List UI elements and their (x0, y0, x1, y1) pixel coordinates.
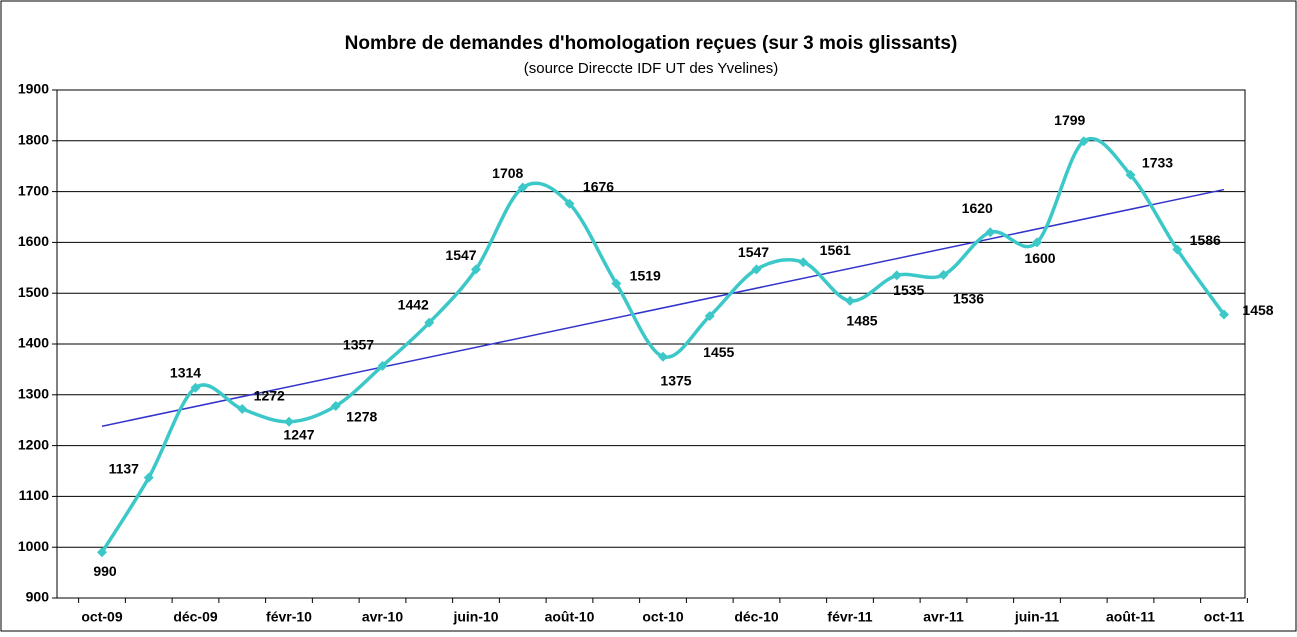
marker (611, 278, 622, 289)
marker (1219, 309, 1229, 320)
data-label: 990 (93, 563, 117, 579)
marker (424, 317, 435, 328)
trendline (101, 188, 1225, 427)
x-tick-label: août-11 (1106, 609, 1155, 625)
y-tick-label: 1200 (18, 436, 49, 452)
x-tick-label: avr-10 (362, 609, 403, 625)
y-tick-label: 1400 (18, 335, 49, 351)
y-tick-label: 1600 (18, 233, 49, 249)
y-tick-label: 1900 (18, 81, 49, 97)
data-label: 1137 (109, 460, 140, 476)
data-label: 1733 (1142, 155, 1173, 171)
data-label: 1547 (445, 247, 476, 263)
marker (891, 270, 902, 281)
x-tick-label: avr-11 (923, 609, 964, 625)
marker (751, 264, 762, 275)
marker (97, 547, 107, 558)
marker (284, 416, 294, 427)
marker (564, 198, 575, 209)
marker (845, 295, 855, 306)
data-label: 1357 (343, 337, 374, 353)
marker (471, 264, 481, 275)
data-label: 1375 (660, 372, 691, 388)
y-tick-label: 1800 (18, 132, 49, 148)
x-tick-label: oct-09 (81, 609, 122, 625)
y-tick-label: 1000 (18, 538, 49, 554)
data-label: 1535 (893, 282, 924, 298)
marker (190, 382, 201, 393)
data-label: 1272 (254, 388, 285, 404)
chart-subtitle: (source Direccte IDF UT des Yvelines) (524, 60, 779, 77)
chart-title: Nombre de demandes d'homologation reçues… (345, 33, 958, 54)
y-tick-label: 1700 (18, 182, 49, 198)
marker (704, 311, 715, 322)
data-label: 1485 (846, 313, 877, 329)
y-tick-label: 1300 (18, 386, 49, 402)
marker (330, 400, 341, 411)
data-label: 1547 (738, 244, 769, 260)
data-label: 1708 (492, 165, 523, 181)
marker (938, 269, 949, 280)
y-tick-label: 900 (26, 589, 50, 605)
x-tick-label: févr-10 (266, 609, 312, 625)
data-label: 1561 (820, 242, 851, 258)
marker (1078, 136, 1089, 147)
marker (1125, 169, 1136, 180)
data-label: 1455 (703, 344, 734, 360)
x-tick-label: oct-11 (1204, 609, 1245, 625)
marker (143, 472, 154, 483)
marker (798, 257, 809, 268)
data-label: 1676 (583, 178, 614, 194)
marker (658, 351, 668, 362)
marker (237, 404, 248, 415)
marker (985, 227, 996, 238)
y-tick-label: 1500 (18, 284, 49, 300)
x-tick-label: juin-10 (452, 609, 498, 625)
x-tick-label: juin-11 (1014, 609, 1060, 625)
data-label: 1442 (398, 296, 429, 312)
y-tick-label: 1100 (19, 487, 50, 503)
data-label: 1458 (1242, 302, 1273, 318)
data-label: 1600 (1024, 250, 1055, 266)
x-tick-label: févr-11 (827, 609, 872, 625)
x-tick-label: déc-09 (173, 609, 218, 625)
x-tick-label: août-10 (545, 609, 595, 625)
data-label: 1314 (170, 364, 201, 380)
x-tick-label: oct-10 (642, 609, 683, 625)
data-label: 1247 (283, 426, 314, 442)
data-label: 1278 (346, 409, 377, 425)
data-label: 1536 (953, 291, 984, 307)
marker (1172, 244, 1183, 255)
data-label: 1586 (1190, 232, 1221, 248)
marker (377, 360, 388, 371)
x-tick-label: déc-10 (734, 609, 779, 625)
data-label: 1799 (1054, 112, 1085, 128)
data-label: 1620 (962, 200, 993, 216)
data-label: 1519 (630, 267, 661, 283)
marker (1032, 237, 1042, 248)
marker (517, 182, 528, 193)
